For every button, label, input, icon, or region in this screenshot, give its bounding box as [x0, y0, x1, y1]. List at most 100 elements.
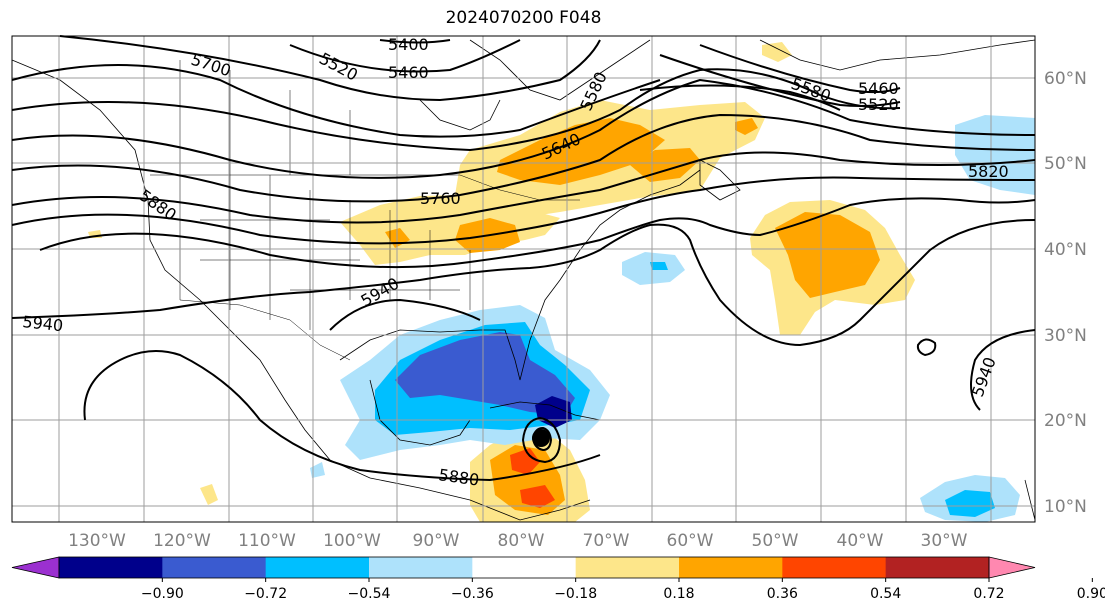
lon-label: 100°W — [323, 531, 381, 551]
hudson-bay — [419, 99, 501, 131]
colorbar-segment — [885, 557, 990, 578]
warm-anomaly-canada-core — [497, 118, 665, 185]
contour-label: 5520 — [858, 95, 899, 114]
lon-label: 120°W — [153, 531, 211, 551]
colorbar-tick-label: 0.18 — [663, 586, 694, 602]
lat-label: 30°N — [1044, 326, 1087, 346]
colorbar-tick-label: −0.72 — [244, 586, 287, 602]
contour-5580-north — [11, 68, 901, 152]
contour-5700 — [11, 64, 661, 138]
political-borders — [150, 60, 580, 361]
contour-5820 — [11, 176, 1036, 245]
colorbar-segment — [162, 557, 267, 578]
newfoundland — [699, 159, 741, 201]
lat-label: 60°N — [1044, 69, 1087, 89]
colorbar-segment — [679, 557, 783, 578]
map-title: 2024070200 F048 — [445, 8, 602, 28]
contour-label: 5700 — [189, 50, 234, 81]
cold-anomaly-pacific-dot — [310, 462, 325, 478]
contour-label: 5820 — [968, 162, 1009, 181]
contour-ring — [916, 338, 937, 357]
contour-label: 5940 — [22, 312, 64, 335]
colorbar — [11, 556, 1036, 579]
lat-label: 20°N — [1044, 411, 1087, 431]
lon-label: 80°W — [498, 531, 545, 551]
contour-5460-east — [699, 44, 901, 94]
contour-storm-ring — [521, 416, 562, 464]
lat-label: 50°N — [1044, 154, 1087, 174]
africa-coast — [1024, 479, 1036, 521]
longitude-labels: 130°W 120°W 110°W 100°W 90°W 80°W 70°W 6… — [68, 531, 968, 551]
contour-label: 5760 — [420, 189, 461, 208]
warm-anomaly-quebec-core — [630, 148, 700, 182]
colorbar-tick-label: 0.72 — [973, 586, 1004, 602]
contour-5640 — [11, 78, 1036, 179]
contour-5880-south — [83, 350, 601, 482]
contour-5760 — [11, 151, 1036, 224]
lat-label: 10°N — [1044, 497, 1087, 517]
state-lines — [179, 175, 471, 330]
colorbar-extend-high — [988, 556, 1036, 579]
contour-label: 5460 — [858, 79, 899, 98]
contour-5400 — [379, 39, 451, 44]
contour-5460-west — [289, 39, 521, 73]
warm-anomaly-atlantic-core — [775, 212, 880, 298]
contour-label: 5520 — [316, 49, 361, 85]
warm-anomaly-central-america-hot — [510, 448, 540, 475]
contour-label: 5940 — [358, 274, 403, 311]
contour-label: 5940 — [968, 355, 1000, 400]
lon-label: 70°W — [583, 531, 630, 551]
contour-5940-low — [329, 298, 481, 331]
warm-anomaly-central-america-hot2 — [520, 485, 555, 508]
cold-anomaly-east-atlantic-core — [945, 490, 995, 517]
contour-storm-ring-inner — [531, 426, 553, 452]
cold-anomaly-atlantic-small-core — [650, 262, 668, 270]
colorbar-segment — [782, 557, 887, 578]
warm-anomaly-pacific-dot — [200, 484, 218, 505]
lon-label: 110°W — [238, 531, 296, 551]
colorbar-segment — [575, 557, 680, 578]
colorbar-segment — [472, 557, 577, 578]
warm-anomaly-greenland-tip — [762, 42, 792, 62]
latitude-labels: 60°N 50°N 40°N 30°N 20°N 10°N — [1044, 69, 1087, 517]
lon-label: 90°W — [413, 531, 460, 551]
colorbar-frame — [58, 556, 990, 579]
cuba-coast — [489, 401, 601, 421]
lon-label: 30°W — [921, 531, 968, 551]
lon-label: 50°W — [752, 531, 799, 551]
colorbar-tick-label: 0.90 — [1077, 586, 1105, 602]
yucatan-coast — [369, 379, 471, 446]
lon-label: 60°W — [667, 531, 714, 551]
colorbar-tick-label: −0.54 — [348, 586, 391, 602]
north-america-coast — [11, 59, 591, 521]
colorbar-segment — [59, 557, 163, 578]
contour-5880-north — [39, 197, 1036, 269]
storm-center-marker — [532, 429, 550, 447]
lon-label: 40°W — [837, 531, 884, 551]
map-frame — [11, 35, 1036, 523]
contour-5520-west — [59, 35, 601, 102]
province-lines — [179, 60, 351, 175]
warm-anomaly-labrador-small — [735, 118, 758, 135]
colorbar-tick-label: −0.36 — [451, 586, 494, 602]
lat-label: 40°N — [1044, 240, 1087, 260]
colorbar-tick-label: 0.54 — [870, 586, 901, 602]
contour-label: 5460 — [388, 63, 429, 82]
contour-5700-b — [11, 113, 1036, 203]
us-canada-border — [150, 174, 580, 201]
anomaly-shading — [88, 42, 1035, 522]
colorbar-tick-label: 0.36 — [767, 586, 798, 602]
height-contours — [11, 35, 1036, 482]
colorbar-tick-label: −0.18 — [554, 586, 597, 602]
colorbar-segment — [369, 557, 473, 578]
canada-arctic — [469, 39, 651, 101]
lon-label: 130°W — [68, 531, 126, 551]
colorbar-extend-low — [11, 556, 60, 579]
contour-5940-west — [11, 219, 1036, 347]
colorbar-tick-label: −0.90 — [141, 586, 184, 602]
greenland-coast — [759, 39, 1036, 71]
contour-5940-east — [970, 329, 1036, 411]
cold-anomaly-northeast-atlantic — [955, 115, 1035, 195]
colorbar-ticks: −0.90 −0.72 −0.54 −0.36 −0.18 0.18 0.36 0.54 0.7… — [141, 578, 1105, 602]
